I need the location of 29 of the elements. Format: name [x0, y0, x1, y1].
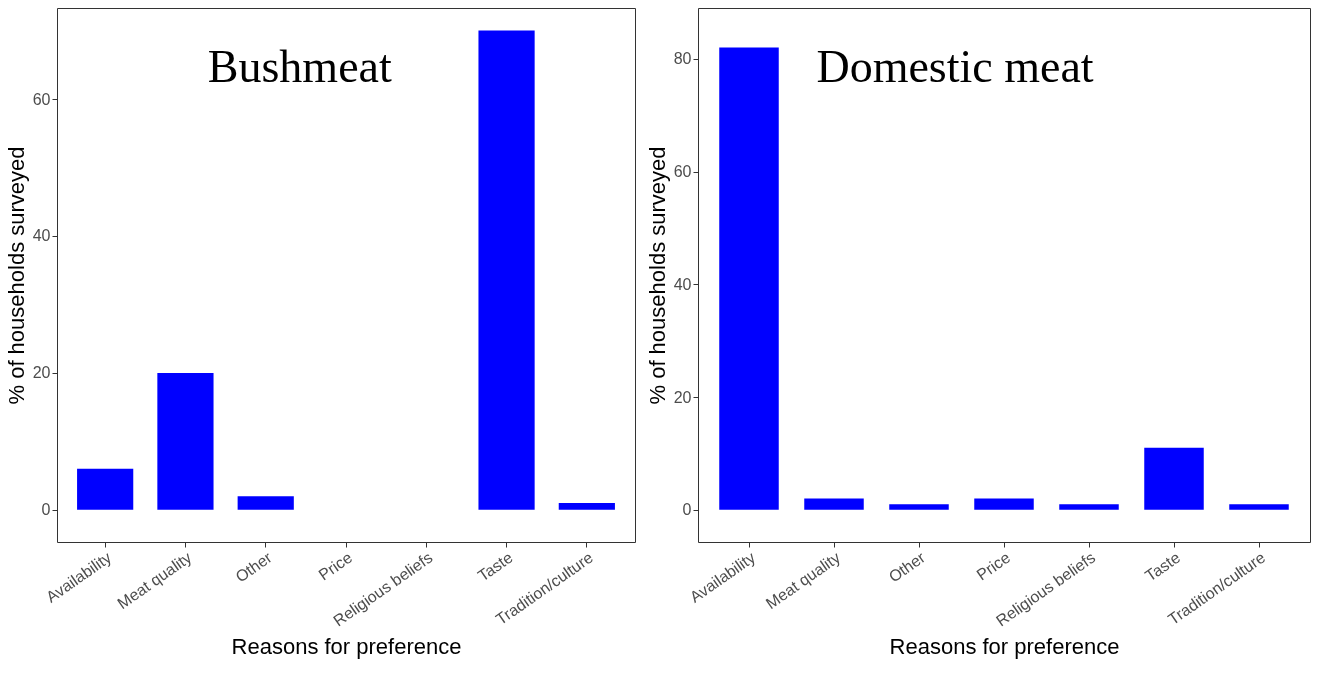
- bar: [719, 47, 779, 510]
- bar: [77, 468, 134, 510]
- bar: [889, 504, 949, 510]
- bar: [974, 498, 1034, 510]
- y-tick-label: 60: [32, 90, 51, 108]
- bar: [157, 372, 214, 510]
- bar: [1229, 504, 1289, 510]
- x-tick-label: Price: [315, 548, 356, 584]
- x-tick-label: Price: [973, 548, 1014, 584]
- text: Bushmeat: [207, 41, 392, 92]
- bar: [1144, 447, 1204, 510]
- y-axis-title: % of households surveyed: [644, 146, 670, 405]
- x-axis-title: Reasons for preference: [889, 634, 1120, 660]
- bar: [1059, 504, 1119, 510]
- y-tick-label: 20: [673, 388, 692, 406]
- y-tick-label: 40: [32, 227, 51, 245]
- y-tick-label: 0: [682, 501, 692, 519]
- bar: [478, 30, 535, 510]
- y-tick-label: 80: [673, 50, 692, 68]
- y-axis-title: % of households surveyed: [3, 146, 29, 405]
- bar: [804, 498, 864, 510]
- x-axis-title: Reasons for preference: [231, 634, 462, 660]
- y-tick-label: 60: [673, 163, 692, 181]
- bar: [237, 496, 294, 510]
- bar: [558, 502, 615, 510]
- y-tick-label: 20: [32, 364, 51, 382]
- y-tick-label: 0: [41, 501, 51, 519]
- y-tick-label: 40: [673, 275, 692, 293]
- text: Domestic meat: [816, 41, 1094, 92]
